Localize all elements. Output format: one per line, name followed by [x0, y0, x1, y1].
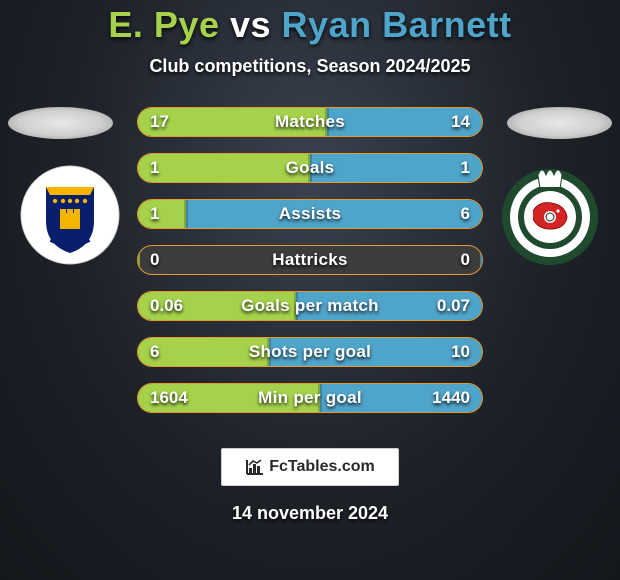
subtitle: Club competitions, Season 2024/2025 [149, 56, 470, 77]
player2-name: Ryan Barnett [282, 4, 512, 45]
bar-chart-icon [245, 458, 265, 476]
stat-label: Min per goal [138, 388, 482, 408]
player1-name: E. Pye [108, 4, 219, 45]
player2-photo-placeholder [507, 107, 612, 139]
stat-label: Assists [138, 204, 482, 224]
stat-label: Goals [138, 158, 482, 178]
shield-icon [500, 161, 600, 269]
stat-label: Goals per match [138, 296, 482, 316]
vs-text: vs [230, 4, 271, 45]
stat-row: 16Assists [137, 199, 483, 229]
player2-club-crest [500, 161, 600, 269]
player1-club-crest [20, 161, 120, 269]
stat-row: 00Hattricks [137, 245, 483, 275]
stat-label: Shots per goal [138, 342, 482, 362]
stat-label: Matches [138, 112, 482, 132]
player1-photo-placeholder [8, 107, 113, 139]
stat-row: 16041440Min per goal [137, 383, 483, 413]
date-text: 14 november 2024 [0, 503, 620, 524]
stat-row: 11Goals [137, 153, 483, 183]
brand-box[interactable]: FcTables.com [221, 448, 399, 486]
brand-text: FcTables.com [269, 458, 375, 476]
stat-row: 0.060.07Goals per match [137, 291, 483, 321]
stat-label: Hattricks [138, 250, 482, 270]
stat-bars: 1714Matches 11Goals 16Assists 00Hattricks 0.… [137, 107, 483, 429]
comparison-card: E. Pye vs Ryan Barnett Club competitions… [0, 0, 620, 580]
shield-icon [20, 161, 120, 269]
stat-row: 1714Matches [137, 107, 483, 137]
stat-row: 610Shots per goal [137, 337, 483, 367]
page-title: E. Pye vs Ryan Barnett [108, 4, 511, 46]
